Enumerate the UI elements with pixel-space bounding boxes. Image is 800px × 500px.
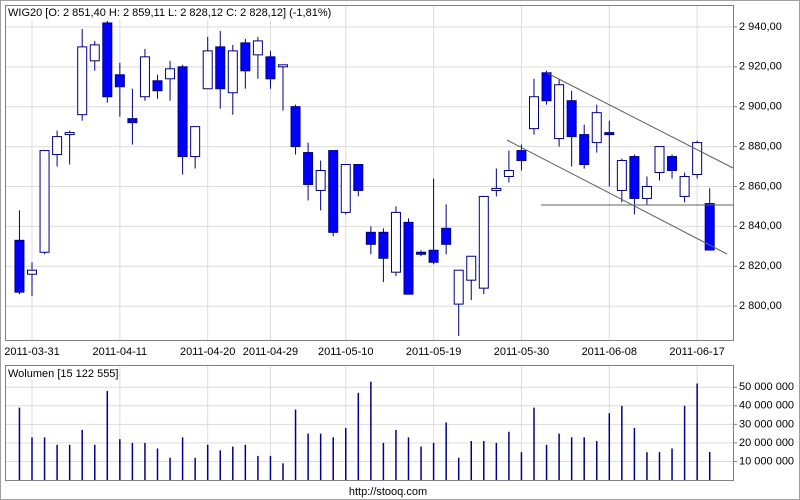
candle-body	[679, 175, 690, 197]
candle-body	[378, 231, 389, 259]
candle-body	[39, 150, 50, 253]
x-tick-label: 2011-03-31	[4, 346, 59, 358]
candle-body	[654, 146, 665, 173]
y-tick-label: 2 820,00	[739, 260, 782, 272]
candle-body	[692, 142, 703, 175]
candle-body	[14, 239, 25, 293]
candle-body	[190, 126, 201, 158]
title-bg	[6, 366, 116, 380]
candle-body	[265, 56, 276, 80]
candle-body	[114, 74, 125, 88]
candle-body	[227, 50, 238, 94]
x-tick-label: 2011-04-11	[93, 346, 148, 358]
title-bg	[6, 6, 336, 20]
candle-body	[704, 203, 715, 251]
candle-body	[466, 255, 477, 281]
candle-body	[616, 160, 627, 191]
candle-body	[102, 22, 113, 98]
candle-body	[416, 251, 427, 255]
x-tick-label: 2011-05-19	[406, 346, 461, 358]
candle-body	[667, 156, 678, 172]
y-tick-label: 20 000 000	[739, 437, 794, 449]
candle-body	[89, 44, 100, 62]
trend-line	[506, 139, 728, 255]
y-tick-label: 2 860,00	[739, 180, 782, 192]
y-tick-label: 10 000 000	[739, 455, 794, 467]
x-tick-label: 2011-04-29	[243, 346, 298, 358]
y-tick-label: 2 900,00	[739, 101, 782, 113]
x-tick-label: 2011-06-08	[582, 346, 637, 358]
candle-body	[52, 136, 63, 156]
candle-body	[152, 80, 163, 92]
candle-body	[177, 66, 188, 158]
candle-body	[77, 46, 88, 116]
x-tick-label: 2011-05-30	[494, 346, 549, 358]
candle-body	[252, 40, 263, 56]
candle-body	[365, 231, 376, 245]
x-tick-label: 2011-06-17	[669, 346, 724, 358]
candle-body	[403, 221, 414, 295]
candle-body	[290, 106, 301, 148]
candle-body	[353, 164, 364, 191]
x-tick-label: 2011-04-20	[180, 346, 235, 358]
y-tick-label: 50 000 000	[739, 381, 794, 393]
y-tick-label: 2 920,00	[739, 61, 782, 73]
candle-body	[64, 132, 75, 136]
candle-body	[27, 269, 37, 275]
candle-body	[328, 150, 339, 233]
volume-panel	[5, 365, 734, 481]
candle-body	[478, 195, 489, 289]
candle-body	[566, 100, 577, 138]
candle-body	[503, 170, 514, 177]
chart-title: WIG20 [O: 2 851,40 H: 2 859,11 L: 2 828,…	[8, 7, 331, 19]
candle-body	[554, 84, 565, 140]
candle-body	[215, 46, 226, 90]
candle-body	[604, 132, 615, 136]
candle-body	[579, 134, 590, 166]
candle-body	[641, 185, 652, 199]
y-tick-label: 2 800,00	[739, 300, 782, 312]
candle-body	[165, 68, 176, 80]
candle-body	[303, 152, 314, 185]
candle-body	[340, 164, 351, 213]
candle-body	[591, 112, 602, 144]
candle-body	[278, 64, 288, 68]
candle-body	[491, 187, 502, 191]
y-tick-label: 2 840,00	[739, 220, 782, 232]
candle-body	[127, 118, 138, 124]
candle-body	[428, 249, 439, 263]
candle-body	[202, 50, 213, 90]
volume-title: Wolumen [15 122 555]	[8, 368, 118, 380]
candle-body	[390, 211, 401, 273]
grid: 2 800,00 2 820,00 2 840,00 2 860,00 2 880,00…	[4, 5, 794, 480]
x-tick-label: 2011-05-10	[318, 346, 373, 358]
y-tick-label: 30 000 000	[739, 418, 794, 430]
y-tick-label: 2 940,00	[739, 21, 782, 33]
footer: http://stooq.com	[349, 486, 427, 498]
candle-body	[441, 227, 452, 245]
candle-body	[516, 150, 527, 162]
candle-body	[629, 156, 640, 199]
y-tick-label: 40 000 000	[739, 400, 794, 412]
y-tick-label: 2 880,00	[739, 140, 782, 152]
candle-body	[315, 170, 326, 191]
candle-body	[541, 72, 552, 102]
price-panel	[5, 5, 734, 341]
trend-line	[546, 72, 734, 169]
candle-body	[139, 56, 150, 98]
candle-body	[240, 42, 251, 72]
marks	[14, 20, 715, 480]
candle-body	[453, 269, 464, 305]
candle-body	[529, 96, 539, 130]
